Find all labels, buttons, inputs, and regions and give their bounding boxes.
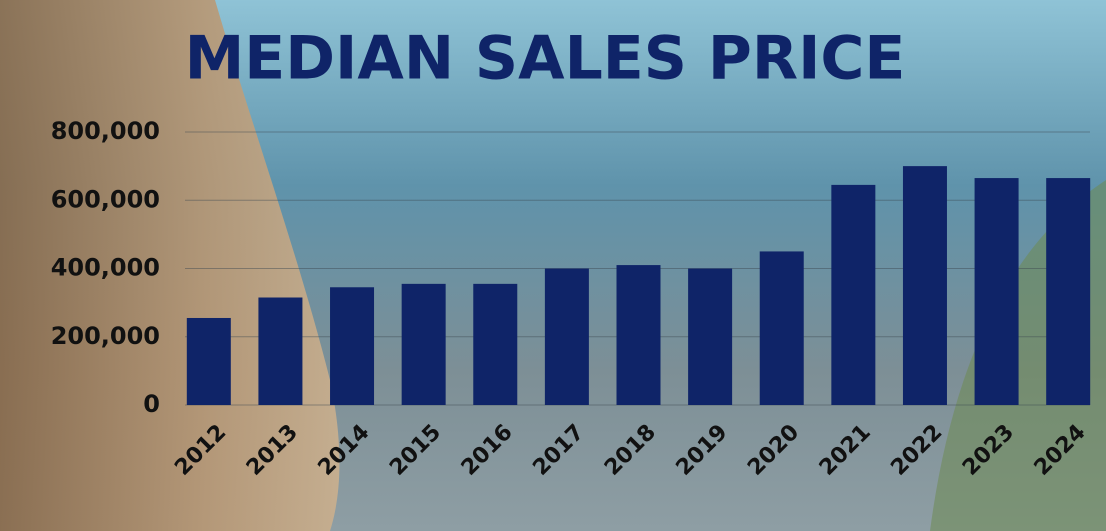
bar [760, 251, 804, 405]
bar [402, 284, 446, 405]
y-tick-label: 400,000 [51, 254, 160, 282]
bar [187, 318, 231, 405]
y-tick-label: 800,000 [51, 117, 160, 145]
bar [831, 185, 875, 405]
y-tick-label: 600,000 [51, 185, 160, 213]
bar [545, 269, 589, 406]
chart-title: MEDIAN SALES PRICE [185, 24, 906, 94]
bar [473, 284, 517, 405]
bar [903, 166, 947, 405]
chart: MEDIAN SALES PRICE 0 200,000 400,000 600,00… [0, 0, 1106, 531]
bar [688, 269, 732, 406]
bar [258, 298, 302, 405]
bar [1046, 178, 1090, 405]
bar [330, 287, 374, 405]
bar [617, 265, 661, 405]
y-tick-label: 200,000 [51, 322, 160, 350]
y-tick-label: 0 [143, 390, 160, 418]
bar [975, 178, 1019, 405]
